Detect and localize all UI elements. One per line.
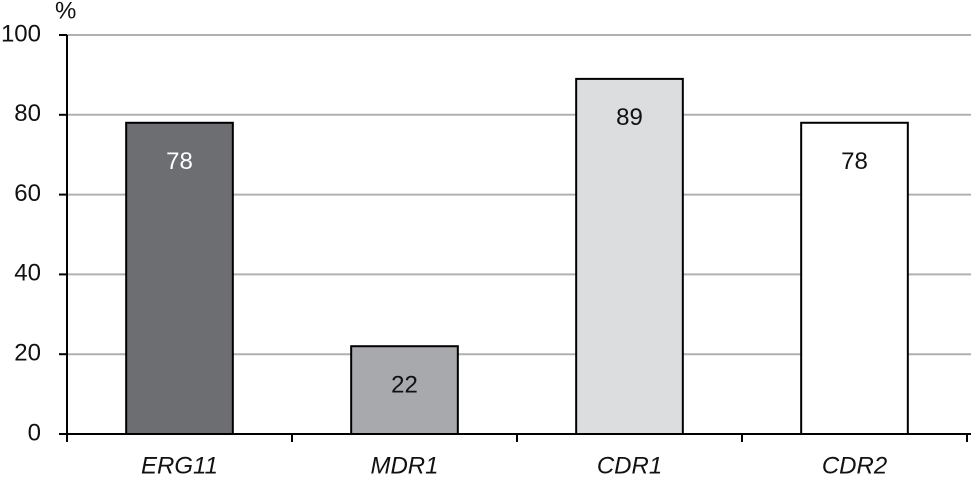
data-label: 78	[841, 148, 868, 175]
y-tick-label: 0	[28, 419, 41, 446]
bar	[125, 121, 234, 435]
x-tick-label: MDR1	[370, 452, 438, 479]
y-tick-label: 20	[14, 340, 41, 367]
y-tick-label: 40	[14, 260, 41, 287]
data-label: 89	[616, 104, 643, 131]
data-label: 78	[166, 148, 193, 175]
x-tick-label: CDR1	[597, 452, 662, 479]
y-axis-label: %	[55, 0, 76, 24]
x-tick-label: ERG11	[141, 452, 218, 479]
data-label: 22	[391, 372, 418, 399]
bar	[800, 121, 909, 435]
y-tick-label: 100	[1, 20, 41, 47]
y-tick-label: 80	[14, 100, 41, 127]
bar	[575, 77, 684, 435]
y-tick-label: 60	[14, 180, 41, 207]
bar	[350, 345, 459, 435]
x-tick-label: CDR2	[822, 452, 887, 479]
